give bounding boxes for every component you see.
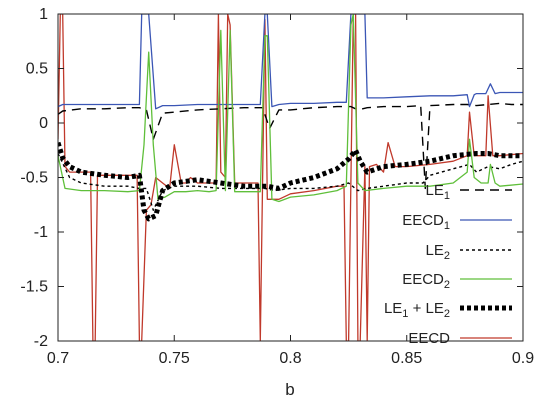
x-tick-label: 0.8 bbox=[279, 350, 301, 367]
legend-item-eecd2: EECD2 bbox=[402, 271, 512, 291]
y-tick-label: -1.5 bbox=[20, 279, 48, 296]
series-layer bbox=[58, 14, 523, 341]
x-tick-label: 0.7 bbox=[47, 350, 69, 367]
eecd-series-line bbox=[58, 14, 523, 341]
y-tick-label: 1 bbox=[39, 6, 48, 23]
legend-label: EECD2 bbox=[402, 271, 450, 291]
y-tick-label: -0.5 bbox=[20, 170, 48, 187]
y-tick-label: -2 bbox=[34, 333, 48, 350]
legend-label: LE1 + LE2 bbox=[384, 300, 450, 320]
legend-label: LE2 bbox=[426, 242, 450, 262]
y-tick-label: -1 bbox=[34, 224, 48, 241]
legend-item-eecd: EECD bbox=[408, 330, 512, 347]
x-tick-label: 0.75 bbox=[159, 350, 190, 367]
x-axis-label: b bbox=[285, 380, 294, 399]
legend-label: EECD1 bbox=[402, 212, 450, 232]
legend-label: LE1 bbox=[426, 182, 450, 202]
le2-series-line bbox=[58, 153, 523, 211]
legend-item-le1: LE1 bbox=[426, 182, 512, 202]
y-tick-label: 0.5 bbox=[26, 61, 48, 78]
axis-layer: 0.7 0.75 0.8 0.85 0.9 1 0.5 0 -0.5 -1 -1.5 -2 bbox=[20, 6, 534, 367]
x-tick-label: 0.85 bbox=[391, 350, 422, 367]
le-sum-series-line bbox=[58, 141, 523, 222]
eecd1-series-line bbox=[58, 14, 523, 110]
legend-item-le2: LE2 bbox=[426, 242, 512, 262]
eecd2-series-line bbox=[58, 14, 523, 203]
y-tick-label: 0 bbox=[39, 115, 48, 132]
legend-label: EECD bbox=[408, 330, 450, 347]
legend-item-eecd1: EECD1 bbox=[402, 212, 512, 232]
x-tick-label: 0.9 bbox=[512, 350, 534, 367]
legend-item-le-sum: LE1 + LE2 bbox=[384, 300, 512, 320]
legend: LE1 EECD1 LE2 EECD2 LE1 + LE2 EECD bbox=[384, 182, 512, 347]
